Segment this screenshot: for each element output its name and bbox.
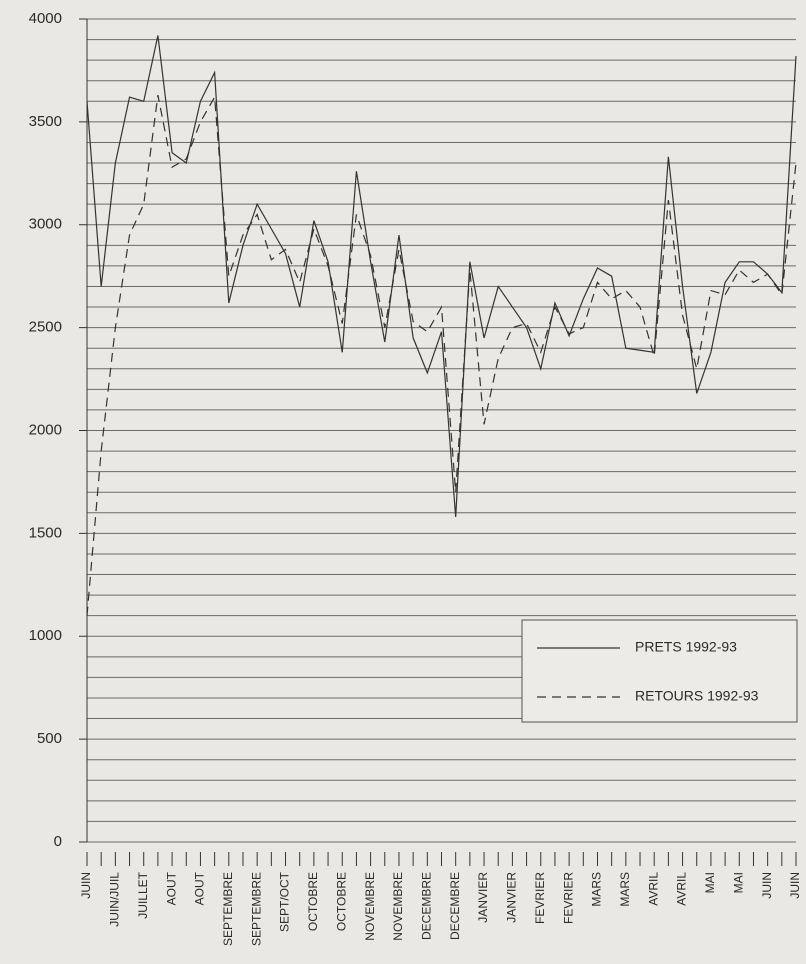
y-tick-label: 2000	[29, 421, 62, 438]
y-tick-label: 0	[54, 833, 62, 850]
x-tick-label: SEPT/OCT	[278, 871, 292, 932]
x-tick-label: SEPTEMBRE	[249, 872, 263, 946]
x-tick-label: FEVRIER	[533, 872, 547, 924]
x-tick-label: AOUT	[164, 871, 178, 905]
x-tick-label: JANVIER	[505, 872, 519, 923]
x-tick-label: NOVEMBRE	[363, 872, 377, 941]
x-tick-label: MARS	[590, 872, 604, 907]
y-tick-label: 1000	[29, 627, 62, 644]
data-line	[86, 35, 797, 517]
x-tick-label: AVRIL	[646, 872, 660, 906]
x-tick-label: DECEMBRE	[448, 872, 462, 940]
x-tick-label: FEVRIER	[561, 872, 575, 924]
x-tick-label: MAI	[703, 872, 717, 893]
y-tick-label: 2500	[29, 319, 62, 336]
y-tick-label: 500	[37, 730, 62, 747]
x-tick-label: MARS	[618, 872, 632, 907]
x-tick-label: JUIN	[79, 872, 93, 899]
x-tick-label: JANVIER	[476, 872, 490, 923]
legend-label: PRETS 1992-93	[635, 639, 737, 655]
x-tick-label: OCTOBRE	[334, 872, 348, 931]
x-tick-label: MAI	[731, 872, 745, 893]
y-tick-label: 3000	[29, 216, 62, 233]
data-line	[86, 95, 797, 616]
legend-label: RETOURS 1992-93	[635, 688, 759, 704]
legend-box	[521, 619, 798, 723]
y-tick-label: 3500	[29, 113, 62, 130]
x-tick-label: AVRIL	[675, 872, 689, 906]
y-tick-label: 4000	[29, 10, 62, 27]
x-tick-label: OCTOBRE	[306, 872, 320, 931]
x-tick-label: JUIN	[788, 872, 802, 899]
legend: PRETS 1992-93 RETOURS 1992-93	[521, 619, 798, 723]
x-tick-label: NOVEMBRE	[391, 872, 405, 941]
x-tick-label: SEPTEMBRE	[221, 872, 235, 946]
x-tick-label: JUIN	[760, 872, 774, 899]
x-tick-label: AOUT	[193, 871, 207, 905]
x-tick-label: DECEMBRE	[419, 872, 433, 940]
x-tick-label: JUIN/JUIL	[108, 872, 122, 927]
y-tick-label: 1500	[29, 524, 62, 541]
x-tick-label: JUILLET	[136, 871, 150, 918]
